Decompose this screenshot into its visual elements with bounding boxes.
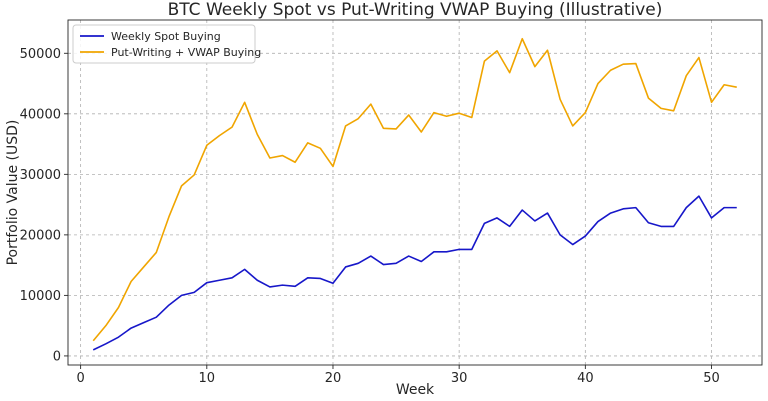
y-tick-label: 50000 xyxy=(20,47,61,62)
x-tick-label: 10 xyxy=(199,371,216,386)
legend-label-1: Weekly Spot Buying xyxy=(111,30,221,43)
y-tick-label: 20000 xyxy=(20,228,61,243)
y-tick-label: 30000 xyxy=(20,168,61,183)
legend-label-2: Put-Writing + VWAP Buying xyxy=(111,46,261,59)
series-layer xyxy=(92,37,737,351)
series-line-2 xyxy=(92,37,737,342)
x-tick-label: 0 xyxy=(76,371,84,386)
plot-frame xyxy=(67,19,763,366)
x-tick-label: 30 xyxy=(451,371,468,386)
x-axis-label: Week xyxy=(396,382,435,398)
y-tick-label: 10000 xyxy=(20,289,61,304)
legend: Weekly Spot Buying Put-Writing + VWAP Buy… xyxy=(72,24,261,64)
chart-title: BTC Weekly Spot vs Put-Writing VWAP Buyi… xyxy=(168,0,663,20)
y-tick-label: 0 xyxy=(53,349,61,364)
y-tick-label: 40000 xyxy=(20,107,61,122)
x-tick-label: 40 xyxy=(577,371,594,386)
x-tick-label: 20 xyxy=(325,371,342,386)
ticks: 0 10 20 30 40 50 0 10000 20000 30000 40000 50000 xyxy=(20,47,720,386)
y-axis-label: Portfolio Value (USD) xyxy=(5,120,21,266)
series-line-1 xyxy=(92,195,737,351)
x-tick-label: 50 xyxy=(703,371,720,386)
legend-box xyxy=(72,24,256,64)
